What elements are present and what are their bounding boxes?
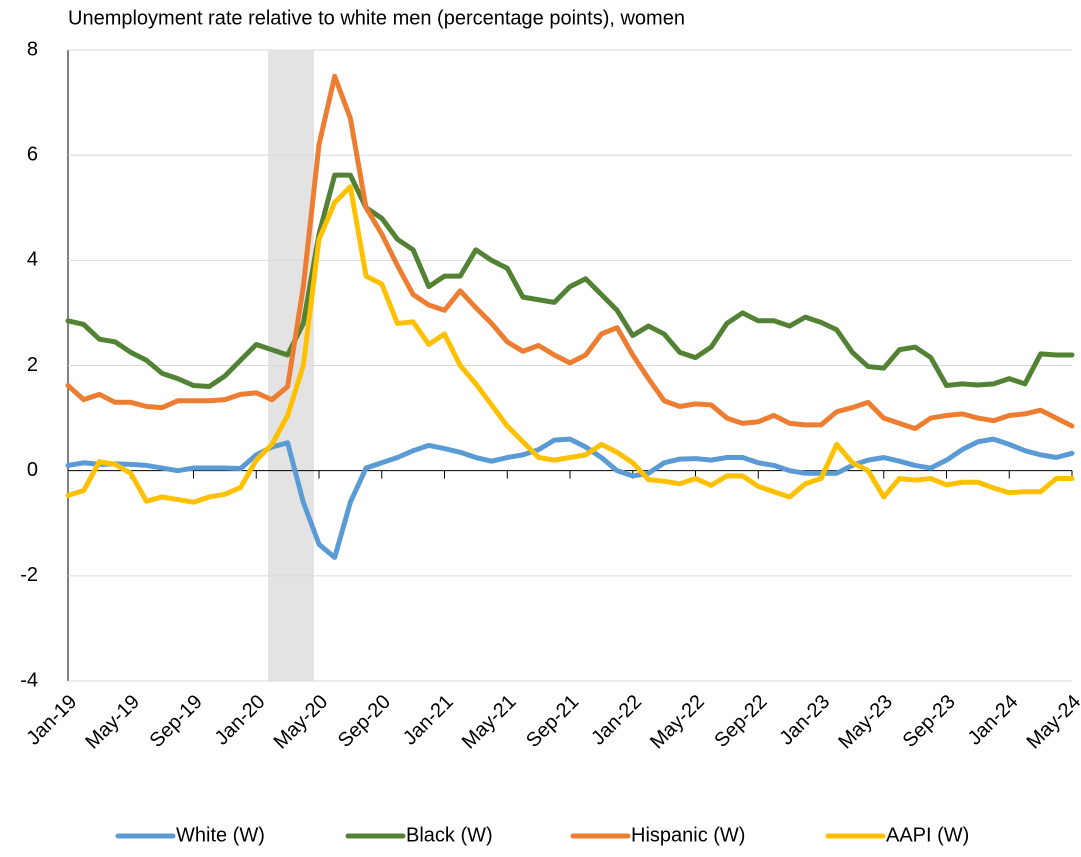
x-tick-label: May-24 (1023, 691, 1081, 754)
x-tick-label: May-21 (458, 691, 521, 754)
chart-title: Unemployment rate relative to white men … (68, 7, 685, 29)
y-tick-label: 0 (27, 459, 38, 481)
y-tick-label: -2 (20, 564, 38, 586)
x-tick-label: May-22 (646, 691, 709, 754)
x-tick-label: Jan-24 (964, 691, 1023, 750)
series-line (65, 184, 1075, 505)
series-line (65, 73, 1075, 432)
x-tick-label: Jan-23 (775, 691, 834, 750)
x-tick-label: Sep-22 (710, 691, 771, 752)
series-line (65, 436, 1075, 560)
y-tick-label: -4 (20, 669, 38, 691)
x-tick-label: Jan-22 (587, 691, 646, 750)
x-tick-label: Sep-20 (334, 691, 395, 752)
series-line (65, 172, 1075, 390)
legend-label: AAPI (W) (886, 824, 969, 846)
x-tick-label: May-19 (81, 691, 144, 754)
y-tick-label: 8 (27, 38, 38, 60)
x-tick-label: Jan-21 (399, 691, 458, 750)
y-tick-label: 2 (27, 354, 38, 376)
legend-label: Hispanic (W) (631, 824, 745, 846)
y-tick-label: 4 (27, 249, 38, 271)
x-tick-label: Sep-19 (146, 691, 207, 752)
x-tick-label: Jan-19 (22, 691, 81, 750)
x-tick-label: Sep-23 (899, 691, 960, 752)
y-tick-label: 6 (27, 143, 38, 165)
x-tick-label: May-20 (270, 691, 333, 754)
x-tick-label: Jan-20 (211, 691, 270, 750)
x-tick-label: May-23 (834, 691, 897, 754)
x-tick-label: Sep-21 (522, 691, 583, 752)
legend-label: White (W) (176, 824, 265, 846)
legend-label: Black (W) (406, 824, 493, 846)
